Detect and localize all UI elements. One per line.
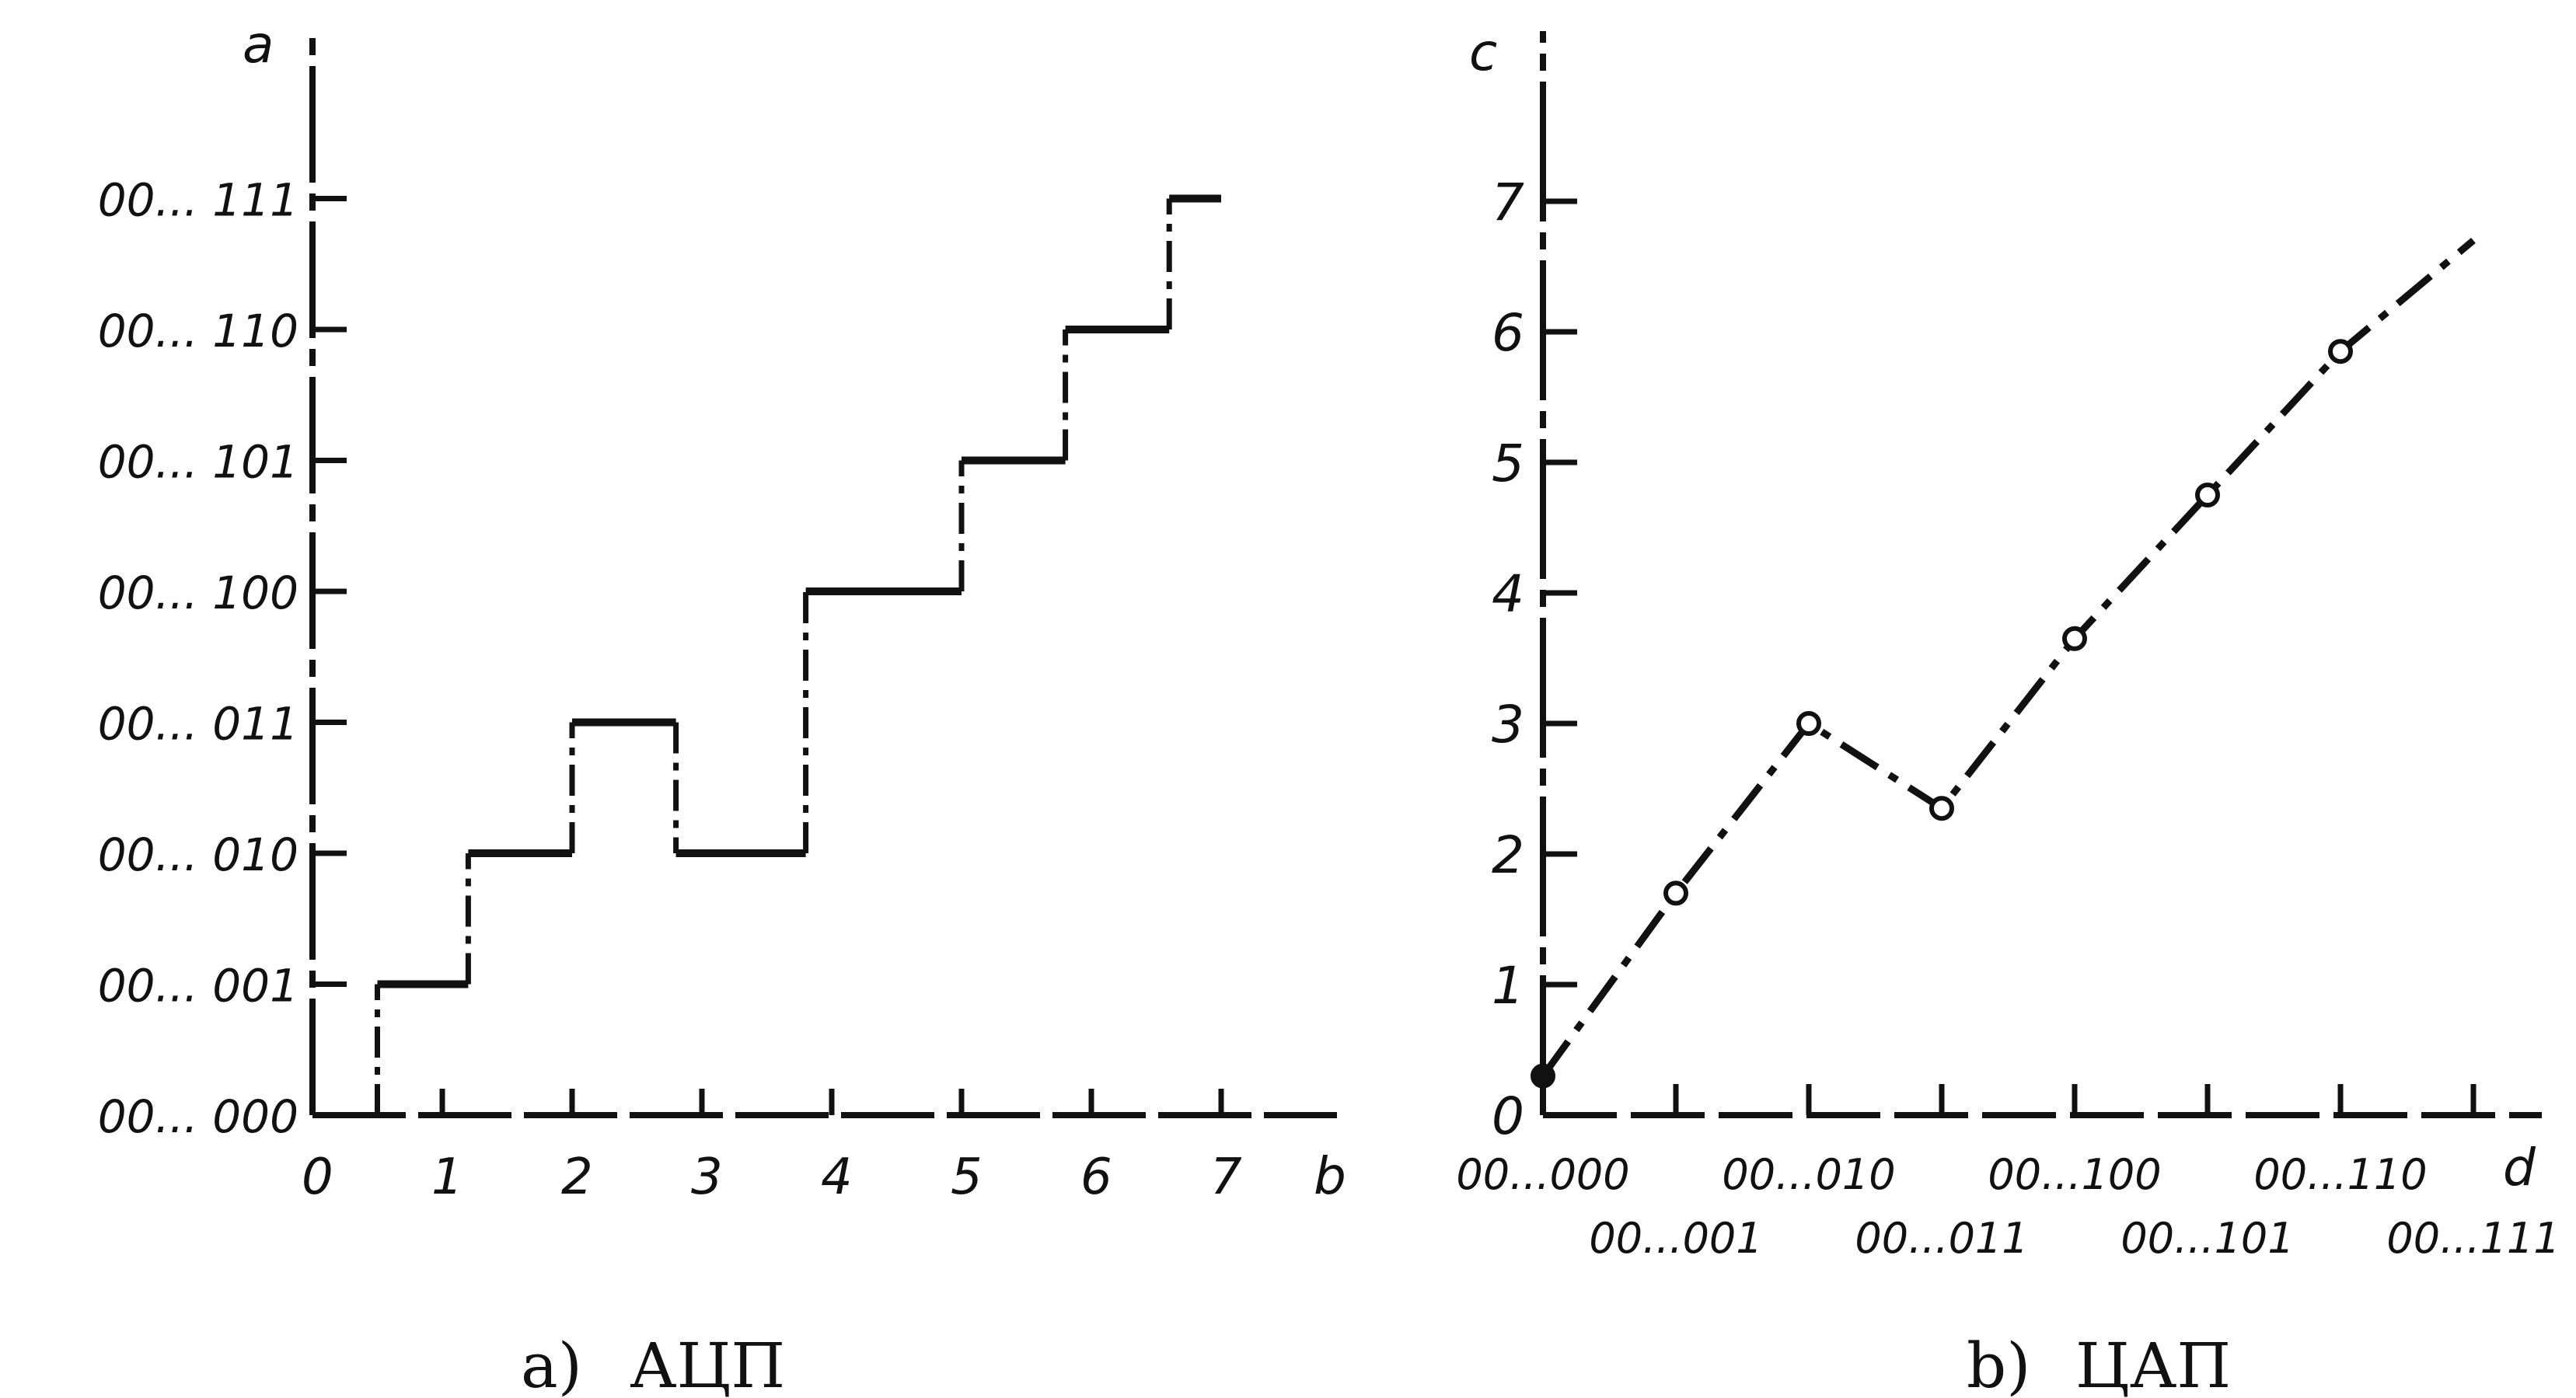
panel-b-x-tick-label: 00...101 xyxy=(2120,1214,2294,1263)
panel-b-x-tick-label: 00...011 xyxy=(1855,1214,2028,1263)
panel-a-y-tick-label: 00... 111 xyxy=(98,174,298,227)
panel-a-y-tick-label: 00... 011 xyxy=(98,698,298,751)
panel-b-y-tick-label: 6 xyxy=(1492,303,1524,363)
panel-b-data-point xyxy=(1531,1063,1555,1089)
panel-b-series xyxy=(1531,237,2476,1089)
panel-b-x-tick-label: 00...110 xyxy=(2253,1150,2427,1199)
panel-a-step-series xyxy=(375,194,1221,1115)
panel-a-y-tick-label: 00... 110 xyxy=(98,305,298,357)
panel-a-adc: a b 0 1 2 3 4 5 6 7 00... 000 00... 001 00... 010… xyxy=(98,15,1346,1398)
panel-b-x-axis-label: d xyxy=(2503,1138,2536,1198)
panel-a-y-tick-label: 00... 101 xyxy=(98,436,298,489)
panel-a-y-tick-label: 00... 001 xyxy=(98,960,298,1013)
panel-b-caption: ЦАП xyxy=(2075,1330,2231,1398)
panel-a-x-tick-label: 7 xyxy=(1210,1149,1242,1206)
panel-a-x-tick-label: 1 xyxy=(431,1149,463,1206)
panel-b-series-line xyxy=(1540,237,2476,1079)
panel-a-y-tick-label: 00... 100 xyxy=(98,567,298,619)
panel-a-x-tick-label: 0 xyxy=(302,1149,333,1206)
panel-a-letter: a) xyxy=(521,1330,582,1398)
panel-a-x-tick-label: 5 xyxy=(951,1149,983,1206)
panel-a-x-ticks: 0 1 2 3 4 5 6 7 xyxy=(302,1089,1242,1206)
panel-b-y-tick-label: 5 xyxy=(1492,434,1524,493)
panel-b-x-tick-label: 00...000 xyxy=(1456,1150,1629,1199)
panel-a-y-tick-label: 00... 010 xyxy=(98,828,298,881)
panel-b-y-ticks: 0 1 2 3 4 5 6 7 xyxy=(1492,173,1577,1146)
panel-a-caption: АЦП xyxy=(630,1330,785,1398)
panel-b-data-point xyxy=(1796,711,1821,736)
panel-a-x-tick-label: 4 xyxy=(821,1149,853,1206)
panel-b-letter: b) xyxy=(1967,1330,2030,1398)
panel-b-y-tick-label: 1 xyxy=(1492,956,1524,1016)
panel-a-y-ticks: 00... 000 00... 001 00... 010 00... 011 00..… xyxy=(98,174,347,1143)
panel-b-dac: c d 00...000 00...010 00...100 00...11000..… xyxy=(1456,23,2560,1398)
panel-b-data-point xyxy=(1929,796,1954,821)
panel-a-x-tick-label: 2 xyxy=(561,1149,593,1206)
panel-a-x-tick-label: 6 xyxy=(1080,1149,1112,1206)
panel-b-data-point xyxy=(2062,626,2087,651)
panel-b-x-ticks: 00...000 00...010 00...100 00...110 00...001… xyxy=(1456,1084,2560,1263)
panel-b-x-tick-label: 00...100 xyxy=(1988,1150,2161,1199)
panel-b-y-tick-label: 4 xyxy=(1492,564,1524,624)
panel-b-x-tick-label: 00...010 xyxy=(1722,1150,1895,1199)
panel-a-y-axis-label: a xyxy=(243,15,274,75)
panel-b-y-tick-label: 3 xyxy=(1492,695,1524,755)
panel-a-y-tick-label: 00... 000 xyxy=(98,1090,298,1143)
panel-b-data-point xyxy=(1663,880,1688,906)
panel-b-y-tick-label: 7 xyxy=(1492,173,1524,232)
panel-b-x-tick-label: 00...001 xyxy=(1589,1214,1762,1263)
panel-b-y-tick-label: 0 xyxy=(1492,1086,1524,1146)
panel-a-x-tick-label: 3 xyxy=(691,1149,723,1206)
panel-b-y-axis-label: c xyxy=(1469,23,1497,82)
panel-b-data-point xyxy=(2328,339,2353,364)
panel-b-data-point xyxy=(2195,483,2220,507)
panel-b-x-tick-label: 00...111 xyxy=(2386,1214,2560,1263)
panel-a-x-axis-label: b xyxy=(1314,1146,1346,1206)
panel-b-y-tick-label: 2 xyxy=(1492,825,1524,885)
